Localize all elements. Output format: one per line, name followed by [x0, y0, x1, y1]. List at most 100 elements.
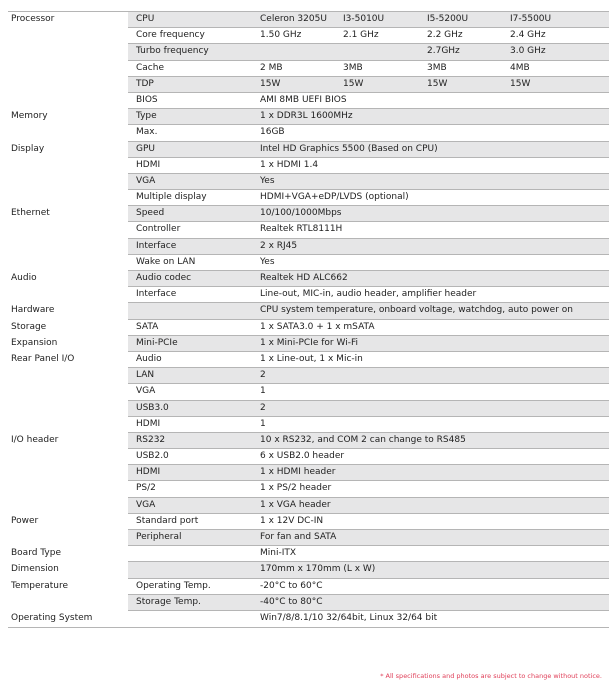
spec-row: Dimension 170mm x 170mm (L x W)	[8, 562, 609, 579]
spec-field-label: SATA	[136, 321, 159, 332]
spec-value: HDMI+VGA+eDP/LVDS (optional)	[260, 192, 409, 203]
spec-value: Yes	[260, 175, 275, 186]
spec-field-label: GPU	[136, 143, 155, 154]
spec-row: Cache 2 MB 3MB 3MB 4MB	[8, 61, 609, 77]
spec-value: -40°C to 80°C	[260, 596, 323, 607]
row-shade	[128, 222, 609, 239]
row-shade	[128, 562, 609, 579]
spec-field-label: Multiple display	[136, 192, 207, 203]
row-shade	[128, 320, 609, 336]
spec-value: 1 x HDMI header	[260, 467, 336, 478]
spec-row: Core frequency 1.50 GHz 2.1 GHz 2.2 GHz 2.4…	[8, 28, 609, 45]
spec-field-label: Max.	[136, 127, 158, 138]
spec-row: VGA 1	[8, 384, 609, 401]
spec-value: 3MB	[427, 62, 447, 73]
spec-value: 15W	[343, 78, 364, 89]
spec-group-label: Storage	[11, 321, 47, 332]
spec-value: 1 x SATA3.0 + 1 x mSATA	[260, 321, 375, 332]
row-shade	[128, 287, 609, 304]
row-shade	[128, 432, 609, 450]
spec-value: 10/100/1000Mbps	[260, 208, 342, 219]
spec-row: HDMI 1 x HDMI header	[8, 465, 609, 482]
spec-group-label: Ethernet	[11, 208, 50, 219]
row-shade	[128, 206, 609, 223]
spec-field-label: PS/2	[136, 483, 156, 494]
spec-row: Storage Temp. -40°C to 80°C	[8, 594, 609, 611]
spec-value: 1 x PS/2 header	[260, 483, 332, 494]
spec-row: Max. 16GB	[8, 125, 609, 142]
spec-value: 1 x Mini-PCIe for Wi-Fi	[260, 337, 358, 348]
spec-value: Line-out, MIC-in, audio header, amplifie…	[260, 289, 477, 300]
spec-value: CPU system temperature, onboard voltage,…	[260, 305, 573, 316]
spec-value: I5-5200U	[427, 14, 469, 24]
spec-value: 1 x DDR3L 1600MHz	[260, 111, 353, 122]
spec-field-label: Interface	[136, 240, 177, 251]
spec-group-label: Display	[11, 143, 45, 154]
spec-field-label: Turbo frequency	[136, 46, 209, 57]
spec-value: For fan and SATA	[260, 532, 337, 542]
spec-group-label: Operating System	[11, 612, 93, 623]
spec-field-label: Mini-PCIe	[136, 337, 178, 348]
spec-row: HDMI 1	[8, 417, 609, 433]
spec-row: HDMI 1 x HDMI 1.4	[8, 158, 609, 174]
spec-value: 3.0 GHz	[510, 46, 546, 57]
row-shade	[128, 514, 609, 530]
spec-value: Mini-ITX	[260, 548, 297, 559]
spec-value: 2.1 GHz	[343, 30, 379, 41]
spec-field-label: Cache	[136, 62, 164, 73]
spec-row: Audio Audio codec Realtek HD ALC662	[8, 271, 609, 288]
spec-value: 2 x RJ45	[260, 240, 298, 251]
spec-field-label: Interface	[136, 289, 177, 300]
disclaimer-footnote: * All specifications and photos are subj…	[380, 672, 602, 680]
spec-group-label: Memory	[11, 111, 48, 122]
spec-row: Processor CPU Celeron 3205U I3-5010U I5-5200…	[8, 12, 609, 29]
spec-field-label: CPU	[136, 14, 155, 24]
spec-value: 16GB	[260, 127, 285, 138]
spec-value: 2 MB	[260, 62, 283, 73]
spec-group-label: Expansion	[11, 337, 58, 348]
spec-value: 2.7GHz	[427, 46, 460, 57]
spec-value: 6 x USB2.0 header	[260, 451, 345, 462]
spec-group-label: Dimension	[11, 564, 59, 575]
spec-group-label: Temperature	[11, 580, 69, 591]
spec-row: Multiple display HDMI+VGA+eDP/LVDS (optio…	[8, 190, 609, 207]
spec-row: Expansion Mini-PCIe 1 x Mini-PCIe for Wi-F…	[8, 335, 609, 352]
spec-row: Hardware CPU system temperature, onboard …	[8, 303, 609, 320]
spec-value: 2	[260, 370, 266, 381]
row-shade	[128, 109, 609, 126]
row-shade	[128, 530, 609, 547]
spec-row: VGA 1 x VGA header	[8, 497, 609, 514]
row-shade	[128, 61, 609, 77]
row-shade	[128, 594, 609, 611]
spec-row: Interface Line-out, MIC-in, audio header,…	[8, 287, 609, 304]
spec-value: 10 x RS232, and COM 2 can change to RS48…	[260, 434, 466, 445]
spec-field-label: Operating Temp.	[136, 580, 211, 591]
spec-row: Peripheral For fan and SATA	[8, 530, 609, 547]
row-shade	[128, 368, 609, 385]
spec-field-label: Speed	[136, 208, 165, 219]
spec-field-label: Audio	[136, 353, 162, 364]
spec-value: 2.4 GHz	[510, 30, 546, 41]
row-shade	[128, 28, 609, 45]
spec-row: USB2.0 6 x USB2.0 header	[8, 449, 609, 466]
spec-value: 1 x 12V DC-IN	[260, 515, 324, 526]
spec-field-label: VGA	[136, 499, 156, 510]
spec-value: 4MB	[510, 62, 530, 73]
row-shade	[128, 417, 609, 433]
spec-field-label: HDMI	[136, 418, 161, 429]
spec-field-label: Wake on LAN	[136, 256, 196, 267]
row-shade	[128, 497, 609, 514]
spec-value: 15W	[510, 78, 531, 89]
spec-row: Storage SATA 1 x SATA3.0 + 1 x mSATA	[8, 320, 609, 336]
spec-row: Wake on LAN Yes	[8, 255, 609, 271]
spec-field-label: Type	[136, 111, 157, 122]
spec-group-label: Processor	[11, 14, 55, 24]
spec-value: Intel HD Graphics 5500 (Based on CPU)	[260, 143, 438, 154]
row-shade	[128, 141, 609, 158]
row-shade	[128, 449, 609, 466]
row-shade	[128, 93, 609, 110]
spec-row: PS/2 1 x PS/2 header	[8, 481, 609, 498]
row-shade	[128, 158, 609, 174]
spec-row: VGA Yes	[8, 173, 609, 191]
spec-value: Celeron 3205U	[260, 14, 327, 24]
